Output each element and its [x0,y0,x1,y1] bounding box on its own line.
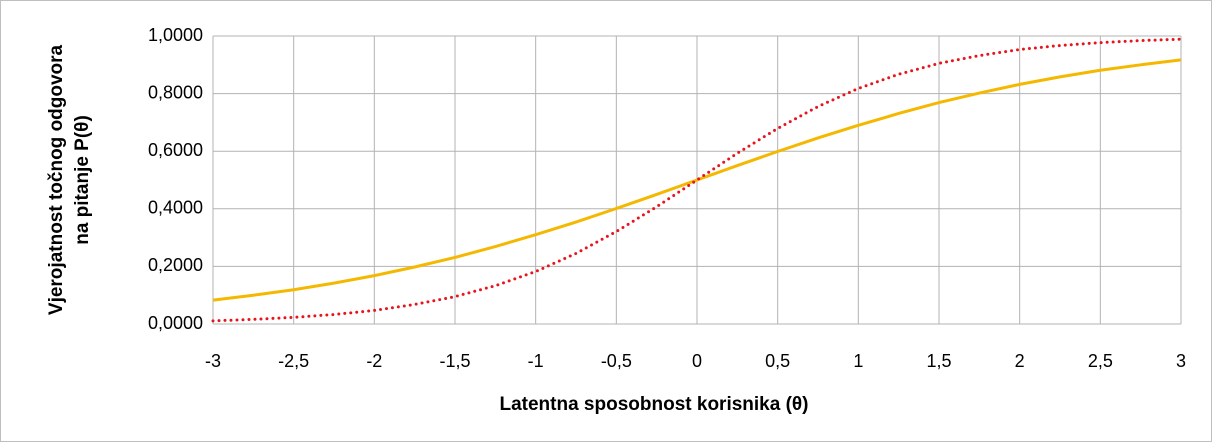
y-tick-label: 0,2000 [148,255,203,275]
x-tick-label: 2 [1015,351,1025,371]
x-tick-label: -2 [366,351,382,371]
y-axis-label: Vjerojatnost točnog odgovora na pitanje … [46,44,93,315]
x-tick-label: 1,5 [926,351,951,371]
x-tick-label: 0 [692,351,702,371]
x-tick-label: -2,5 [278,351,309,371]
y-axis-label-line: Vjerojatnost točnog odgovora [46,44,67,315]
x-tick-label: -1,5 [439,351,470,371]
y-tick-label: 0,8000 [148,82,203,102]
y-tick-label: 0,4000 [148,198,203,218]
x-tick-label: -3 [205,351,221,371]
x-tick-label: 1 [853,351,863,371]
y-tick-label: 0,0000 [148,313,203,333]
x-tick-label: -0,5 [601,351,632,371]
y-axis-label-line: na pitanje P(θ) [72,115,93,245]
x-tick-label: 2,5 [1088,351,1113,371]
y-tick-label: 0,6000 [148,140,203,160]
y-tick-label: 1,0000 [148,25,203,45]
x-tick-label: 3 [1176,351,1186,371]
x-axis-label: Latentna sposobnost korisnika (θ) [499,394,808,415]
x-tick-label: 0,5 [765,351,790,371]
series-line [212,58,1182,302]
x-tick-label: -1 [528,351,544,371]
series-line [211,37,1183,323]
